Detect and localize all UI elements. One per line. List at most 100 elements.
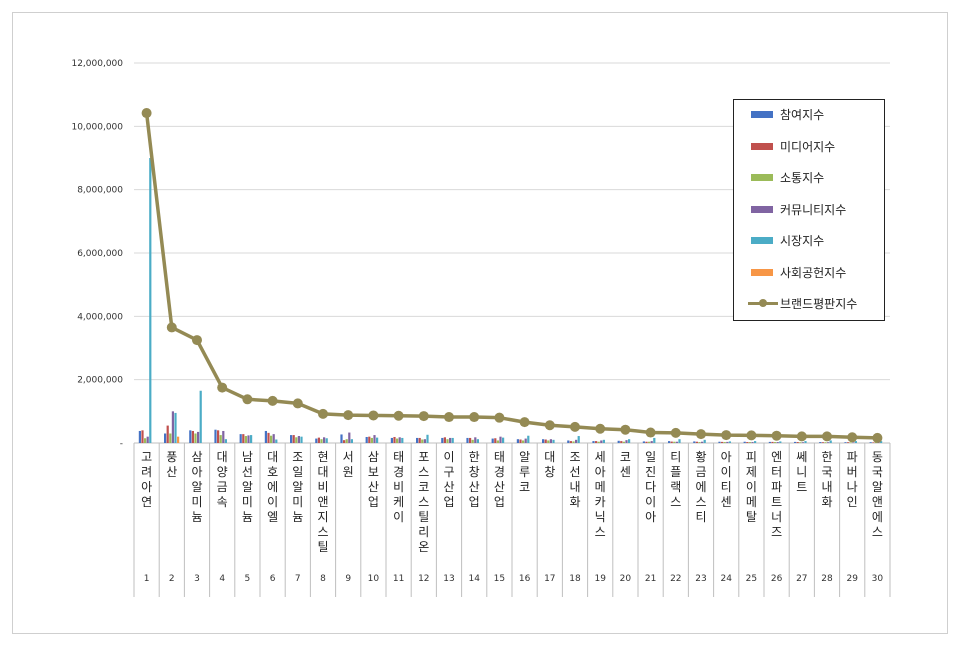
brand-index-point-10 (368, 410, 379, 421)
bar-29-4 (854, 441, 857, 443)
bar-9-1 (343, 440, 346, 443)
bar-18-0 (567, 440, 570, 443)
bar-25-3 (751, 442, 754, 443)
brand-index-point-22 (670, 427, 681, 438)
bar-10-1 (368, 436, 371, 443)
bar-11-0 (390, 437, 393, 443)
bar-21-2 (648, 441, 651, 443)
brand-index-point-6 (267, 395, 278, 406)
bar-15-1 (494, 438, 497, 443)
legend-swatch (751, 174, 773, 181)
bar-22-0 (668, 441, 671, 443)
legend-label: 브랜드평판지수 (780, 297, 858, 311)
x-rank-label: 16 (519, 574, 531, 584)
bar-20-2 (622, 441, 625, 443)
bar-28-1 (821, 442, 824, 443)
bar-9-2 (345, 439, 348, 443)
bar-30-0 (869, 442, 872, 443)
bar-24-4 (728, 441, 731, 443)
bar-16-2 (522, 440, 525, 443)
bar-12-1 (418, 437, 421, 443)
bar-6-4 (275, 439, 278, 443)
bar-4-3 (222, 430, 225, 443)
bar-25-4 (754, 441, 757, 443)
bar-23-4 (703, 439, 706, 443)
bar-14-4 (476, 439, 479, 443)
brand-index-point-20 (620, 424, 631, 435)
x-rank-label: 29 (846, 574, 858, 584)
bar-28-4 (829, 440, 832, 443)
bar-15-4 (502, 437, 505, 443)
bar-29-1 (847, 442, 850, 443)
bar-2-2 (169, 433, 172, 443)
x-rank-label: 22 (670, 574, 681, 584)
bar-27-0 (794, 441, 797, 443)
bar-16-3 (524, 438, 527, 443)
bar-23-3 (701, 441, 704, 443)
bar-25-1 (746, 442, 749, 443)
bar-9-4 (350, 439, 353, 443)
bar-18-2 (572, 441, 575, 443)
bar-2-4 (174, 412, 177, 443)
brand-index-point-2 (166, 322, 177, 333)
y-tick-label: 8,000,000 (77, 186, 123, 196)
bar-28-2 (824, 442, 827, 443)
bar-26-4 (779, 441, 782, 443)
bar-20-0 (617, 440, 620, 443)
bar-21-0 (642, 441, 645, 443)
bar-29-0 (844, 442, 847, 443)
legend-swatch (751, 205, 773, 213)
x-rank-label: 18 (569, 574, 581, 584)
bar-10-2 (370, 437, 373, 443)
bar-7-2 (295, 437, 298, 443)
bar-11-2 (396, 438, 399, 443)
bar-21-1 (645, 441, 648, 443)
bar-11-3 (398, 437, 401, 443)
x-rank-label: 5 (245, 574, 251, 584)
brand-reputation-chart: - 2,000,000 4,000,000 6,000,000 8,000,000 10,… (71, 59, 891, 597)
bar-7-3 (297, 436, 300, 443)
bar-15-2 (496, 440, 499, 443)
bar-7-4 (300, 436, 303, 443)
bar-21-4 (653, 437, 656, 443)
bar-20-1 (620, 441, 623, 443)
bar-10-4 (376, 437, 379, 443)
x-rank-label: 20 (620, 574, 632, 584)
bar-20-3 (625, 440, 628, 443)
y-tick-label: - (120, 439, 123, 449)
bar-4-1 (217, 430, 220, 443)
x-rank-label: 7 (295, 574, 301, 584)
bar-6-1 (267, 432, 270, 443)
bar-8-4 (325, 438, 328, 443)
bar-28-0 (819, 442, 822, 443)
brand-index-point-3 (192, 335, 202, 346)
legend-label: 사회공헌지수 (780, 265, 847, 280)
brand-index-point-27 (796, 431, 807, 442)
legend-item: 커뮤니티지수 (734, 201, 884, 219)
bar-27-4 (804, 441, 807, 443)
bar-14-2 (471, 439, 474, 443)
bar-22-3 (675, 441, 678, 443)
legend-label: 미디어지수 (780, 139, 836, 154)
bar-24-2 (723, 442, 726, 443)
x-rank-label: 9 (345, 574, 351, 584)
bar-3-0 (189, 430, 192, 443)
bar-26-2 (774, 442, 777, 443)
bar-8-3 (323, 437, 326, 443)
x-rank-label: 23 (695, 574, 706, 584)
